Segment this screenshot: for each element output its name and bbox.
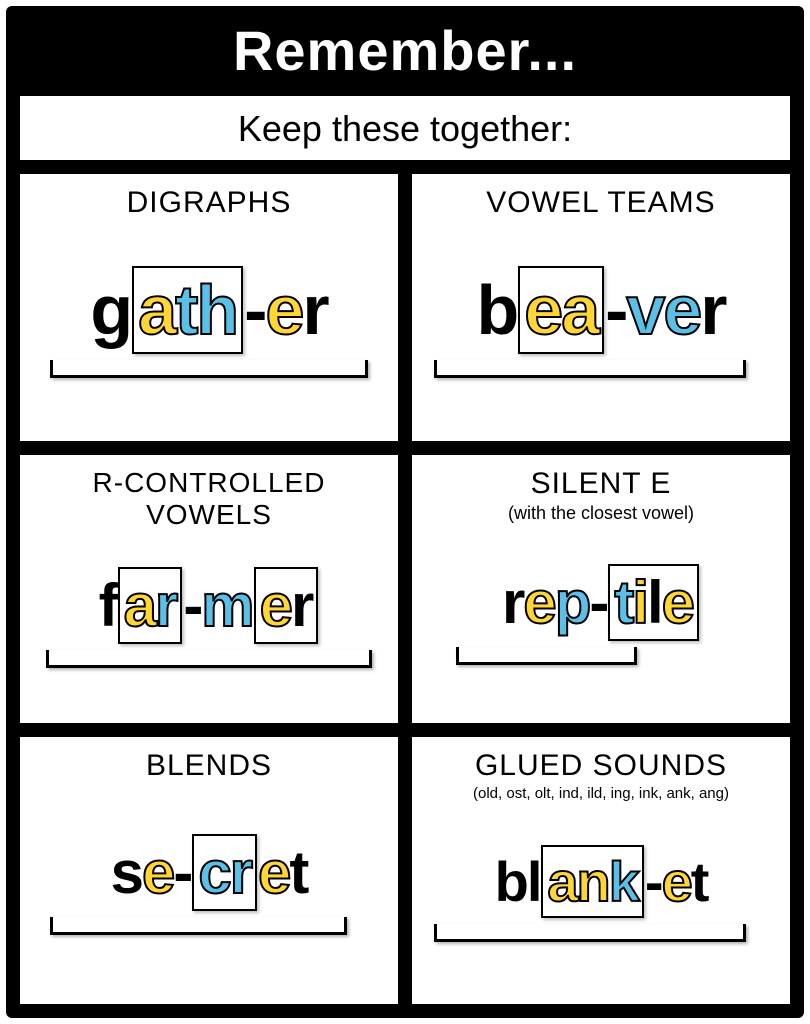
word-wrap: bea-ver [420,220,782,423]
letter: e [265,270,302,350]
cell-title: R-CONTROLLED VOWELS [28,467,390,531]
letter: t [614,568,632,637]
letter: - [183,571,201,640]
example-word: bea-ver [476,266,725,354]
highlight-box: ar [118,567,183,644]
letter: t [289,838,307,907]
example-word: rep-tile [502,564,700,641]
letter: - [645,849,662,914]
example-word: gath-er [90,266,327,354]
letter: - [244,270,265,350]
highlight-box: ath [132,266,243,354]
highlight-box: cr [192,834,257,911]
concept-cell: SILENT E(with the closest vowel)rep-tile [412,455,790,722]
underline-bracket [434,360,745,378]
letter: r [502,568,523,637]
highlight-box: er [254,567,319,644]
poster-title: Remember... [6,6,804,96]
letter: e [258,838,289,907]
letter: b [476,270,517,350]
concept-cell: VOWEL TEAMSbea-ver [412,174,790,441]
letter: r [700,270,725,350]
highlight-box: ank [541,845,644,918]
underline-bracket [456,647,637,665]
letter: m [201,571,252,640]
letter: v [626,270,663,350]
letter: h [196,270,237,350]
word-wrap: se-cret [28,783,390,986]
cell-subtitle: (with the closest vowel) [508,503,694,524]
letter: a [138,270,175,350]
letter: e [524,270,561,350]
poster-frame: Remember... Keep these together: DIGRAPH… [6,6,804,1018]
letter: f [99,571,117,640]
letter: a [124,571,155,640]
cell-subtitle: (old, ost, olt, ind, ild, ing, ink, ank,… [473,785,729,802]
letter: t [691,849,708,914]
highlight-box: ea [518,266,604,354]
letter: r [155,571,176,640]
concept-grid: DIGRAPHSgath-erVOWEL TEAMSbea-verR-CONTR… [6,174,804,1018]
word-wrap: gath-er [28,220,390,423]
underline-bracket [50,360,369,378]
example-word: se-cret [111,834,308,911]
cell-title: GLUED SOUNDS [475,749,727,783]
cell-title: BLENDS [146,749,272,783]
letter: e [142,838,173,907]
letter: - [589,568,607,637]
letter: - [605,270,626,350]
concept-cell: GLUED SOUNDS (old, ost, olt, ind, ild, in… [412,737,790,1004]
letter: e [662,568,693,637]
letter: k [609,849,638,914]
example-word: blank-et [495,845,708,918]
cell-title: DIGRAPHS [127,186,292,220]
letter: r [230,838,251,907]
word-wrap: rep-tile [420,524,782,704]
letter: g [90,270,131,350]
concept-cell: DIGRAPHS gath-er [20,174,398,441]
concept-cell: BLENDSse-cret [20,737,398,1004]
letter: b [495,849,527,914]
underline-bracket [50,917,347,935]
highlight-box: tile [608,564,699,641]
poster-root: Remember... Keep these together: DIGRAPH… [0,0,810,1024]
letter: a [547,849,576,914]
underline-bracket [46,650,372,668]
letter: - [173,838,191,907]
cell-title: SILENT E [531,467,672,501]
letter: a [561,270,598,350]
letter: e [523,568,554,637]
word-wrap: far-mer [28,531,390,704]
letter: n [577,849,609,914]
letter: r [302,270,327,350]
letter: e [260,571,291,640]
letter: r [291,571,312,640]
letter: l [647,568,662,637]
word-wrap: blank-et [420,802,782,986]
cell-title: VOWEL TEAMS [486,186,715,220]
poster-subtitle: Keep these together: [20,96,790,160]
letter: p [555,568,590,637]
letter: t [175,270,196,350]
underline-bracket [434,924,745,942]
letter: i [632,568,647,637]
letter: s [111,838,142,907]
concept-cell: R-CONTROLLED VOWELSfar-mer [20,455,398,722]
letter: c [198,838,229,907]
letter: e [663,270,700,350]
example-word: far-mer [99,567,320,644]
letter: l [527,849,541,914]
letter: e [662,849,691,914]
